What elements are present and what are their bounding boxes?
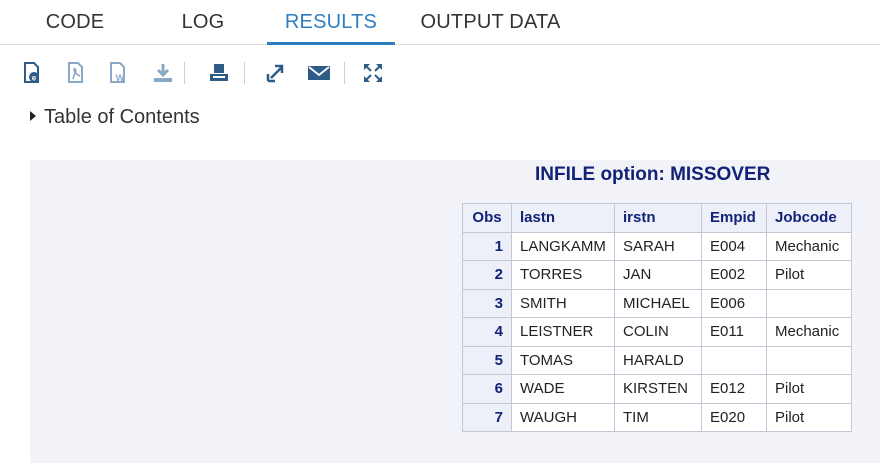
- html-download-icon[interactable]: e: [18, 58, 48, 88]
- tab-log[interactable]: LOG: [181, 11, 225, 33]
- table-cell: TIM: [614, 402, 702, 432]
- table-cell: E012: [701, 374, 767, 404]
- table-cell: Pilot: [766, 402, 852, 432]
- table-row: 3 SMITH MICHAEL E006: [462, 288, 852, 318]
- table-cell: Mechanic: [766, 231, 852, 261]
- table-cell: E004: [701, 231, 767, 261]
- toc-label: Table of Contents: [44, 106, 200, 128]
- table-cell: JAN: [614, 260, 702, 290]
- table-row: 2 TORRES JAN E002 Pilot: [462, 260, 852, 290]
- table-cell: WAUGH: [511, 402, 615, 432]
- tab-results[interactable]: RESULTS: [267, 0, 395, 45]
- table-cell: [766, 288, 852, 318]
- table-cell: 6: [462, 374, 512, 404]
- table-cell: 2: [462, 260, 512, 290]
- table-row: 6 WADE KIRSTEN E012 Pilot: [462, 374, 852, 404]
- table-cell: COLIN: [614, 317, 702, 347]
- column-header: lastn: [511, 203, 615, 233]
- results-table: Obs lastn irstn Empid Jobcode 1 LANGKAMM S…: [462, 203, 852, 432]
- table-cell: E002: [701, 260, 767, 290]
- results-title: INFILE option: MISSOVER: [535, 164, 771, 185]
- word-download-icon[interactable]: W: [104, 58, 134, 88]
- table-cell: KIRSTEN: [614, 374, 702, 404]
- email-icon[interactable]: [304, 58, 334, 88]
- table-cell: HARALD: [614, 345, 702, 375]
- expand-arrow-icon: [30, 110, 36, 121]
- table-cell: TOMAS: [511, 345, 615, 375]
- open-new-window-icon[interactable]: [260, 58, 290, 88]
- column-header: Obs: [462, 203, 512, 233]
- tab-bar: CODE LOG RESULTS OUTPUT DATA: [0, 0, 880, 45]
- table-cell: [766, 345, 852, 375]
- table-cell: MICHAEL: [614, 288, 702, 318]
- table-header-row: Obs lastn irstn Empid Jobcode: [462, 203, 852, 233]
- table-cell: 3: [462, 288, 512, 318]
- table-cell: 4: [462, 317, 512, 347]
- table-row: 4 LEISTNER COLIN E011 Mechanic: [462, 317, 852, 347]
- table-cell: 5: [462, 345, 512, 375]
- tab-output-data[interactable]: OUTPUT DATA: [420, 11, 561, 33]
- table-cell: WADE: [511, 374, 615, 404]
- svg-text:e: e: [32, 74, 37, 83]
- results-panel: INFILE option: MISSOVER Obs lastn irstn …: [30, 160, 880, 463]
- table-row: 7 WAUGH TIM E020 Pilot: [462, 402, 852, 432]
- tab-code[interactable]: CODE: [45, 11, 105, 33]
- table-cell: E011: [701, 317, 767, 347]
- column-header: irstn: [614, 203, 702, 233]
- print-icon[interactable]: [204, 58, 234, 88]
- table-cell: SARAH: [614, 231, 702, 261]
- table-cell: [701, 345, 767, 375]
- table-cell: Pilot: [766, 260, 852, 290]
- table-cell: Mechanic: [766, 317, 852, 347]
- table-cell: LEISTNER: [511, 317, 615, 347]
- table-cell: E020: [701, 402, 767, 432]
- download-icon[interactable]: [148, 58, 178, 88]
- table-cell: Pilot: [766, 374, 852, 404]
- table-cell: TORRES: [511, 260, 615, 290]
- table-row: 5 TOMAS HARALD: [462, 345, 852, 375]
- table-row: 1 LANGKAMM SARAH E004 Mechanic: [462, 231, 852, 261]
- pdf-download-icon[interactable]: [62, 58, 92, 88]
- column-header: Empid: [701, 203, 767, 233]
- table-cell: SMITH: [511, 288, 615, 318]
- table-cell: LANGKAMM: [511, 231, 615, 261]
- svg-text:W: W: [116, 73, 125, 83]
- table-cell: 7: [462, 402, 512, 432]
- maximize-icon[interactable]: [358, 58, 388, 88]
- column-header: Jobcode: [766, 203, 852, 233]
- table-of-contents-toggle[interactable]: Table of Contents: [30, 104, 200, 130]
- table-cell: E006: [701, 288, 767, 318]
- table-cell: 1: [462, 231, 512, 261]
